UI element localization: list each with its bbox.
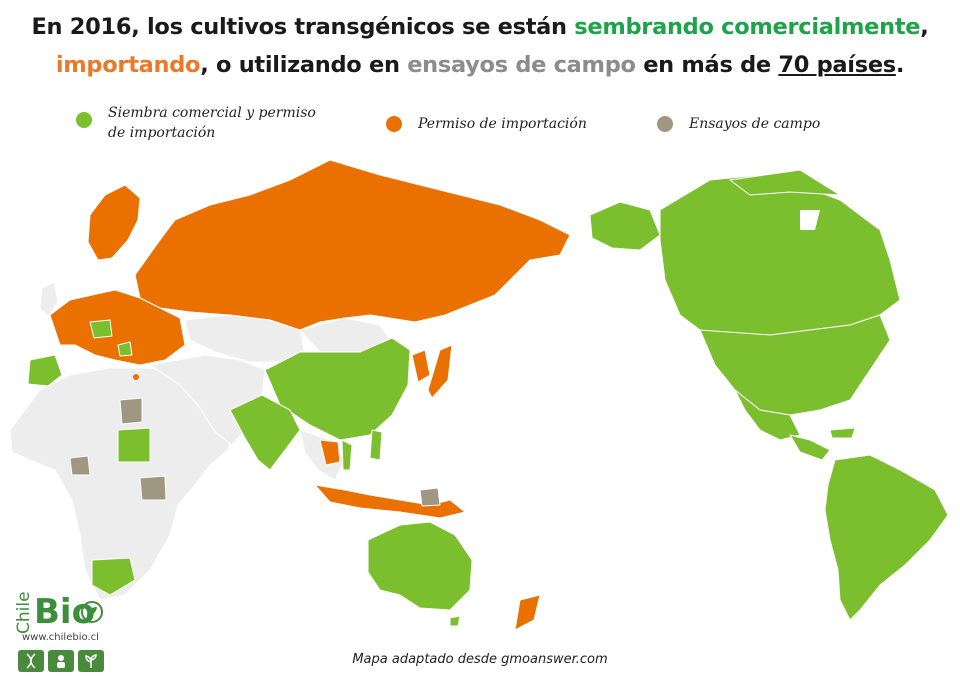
title-text: en más de [635, 52, 779, 78]
region-sudan [117, 427, 151, 463]
chilebio-logo: Chile Bio www.chilebio.cl [14, 590, 114, 680]
region-africa [9, 367, 233, 601]
region-png-gray [419, 487, 441, 507]
legend-label-field-trials: Ensayos de campo [689, 116, 821, 132]
region-central-america [789, 434, 831, 461]
logo-icon-row [18, 650, 104, 672]
title-underlined-text: 70 países [778, 52, 896, 78]
title-text: En 2016, los cultivos transgénicos se es… [31, 14, 575, 40]
region-greenland-gap [800, 210, 820, 230]
region-caribbean [829, 427, 856, 439]
legend-dot-gray [657, 116, 673, 132]
legend-dot-green [76, 112, 92, 128]
title-text: , [920, 14, 929, 40]
legend-label-import: Permiso de importación [418, 116, 587, 132]
region-se-asia [299, 429, 346, 481]
region-canada [659, 174, 901, 336]
region-philippines [369, 429, 383, 461]
title-green-text: sembrando comercialmente [574, 14, 921, 40]
region-central-europe-green [89, 319, 113, 339]
plant-icon [78, 650, 104, 672]
region-kenya-gray [139, 475, 167, 501]
region-new-zealand [514, 594, 541, 631]
region-korea-japan-orange [411, 349, 431, 383]
title-line-2: importando, o utilizando en ensayos de c… [0, 46, 960, 84]
region-iberia [27, 354, 63, 387]
region-japan [427, 344, 453, 399]
logo-chile-text: Chile [14, 591, 34, 634]
region-china [264, 337, 411, 441]
region-europe [49, 289, 186, 366]
legend-label-commercial: Siembra comercial y permiso de importaci… [108, 103, 316, 143]
legend-dot-orange [386, 116, 402, 132]
region-uk [39, 281, 59, 317]
region-balkans-green [117, 341, 133, 357]
page-title: En 2016, los cultivos transgénicos se es… [0, 8, 960, 84]
region-scandinavia [87, 184, 141, 261]
logo-url-text: www.chilebio.cl [22, 632, 99, 643]
world-map [9, 159, 949, 631]
legend-item-field-trials: Ensayos de campo [657, 114, 820, 134]
legend-label-line: de importación [108, 125, 216, 141]
map-credit: Mapa adaptado desde gmoanswer.com [352, 652, 608, 667]
region-mali-gray [119, 397, 143, 425]
region-thailand [319, 439, 341, 466]
title-text: . [895, 52, 905, 78]
region-india [229, 394, 301, 471]
region-alaska [589, 201, 661, 251]
region-south-america [824, 454, 949, 621]
logo-bio-text: Bio [34, 592, 95, 632]
title-gray-text: ensayos de campo [407, 52, 636, 78]
dna-icon [18, 650, 44, 672]
region-australia [367, 521, 473, 611]
legend-item-commercial: Siembra comercial y permiso de importaci… [76, 103, 316, 143]
leaf-icon [81, 601, 103, 623]
title-text: , o utilizando en [200, 52, 408, 78]
region-tasmania [449, 615, 461, 627]
legend-item-import: Permiso de importación [386, 114, 587, 134]
region-south-africa [91, 557, 136, 596]
region-russia [134, 159, 571, 331]
region-indonesia [314, 484, 466, 519]
region-vietnam [341, 439, 353, 471]
region-nigeria-gray [69, 455, 91, 476]
title-orange-text: importando [55, 52, 201, 78]
region-mexico [734, 389, 801, 441]
region-cyprus [133, 374, 139, 380]
region-arctic-islands [729, 169, 841, 196]
legend-label-line: Siembra comercial y permiso [108, 105, 316, 121]
person-icon [48, 650, 74, 672]
title-line-1: En 2016, los cultivos transgénicos se es… [0, 8, 960, 46]
